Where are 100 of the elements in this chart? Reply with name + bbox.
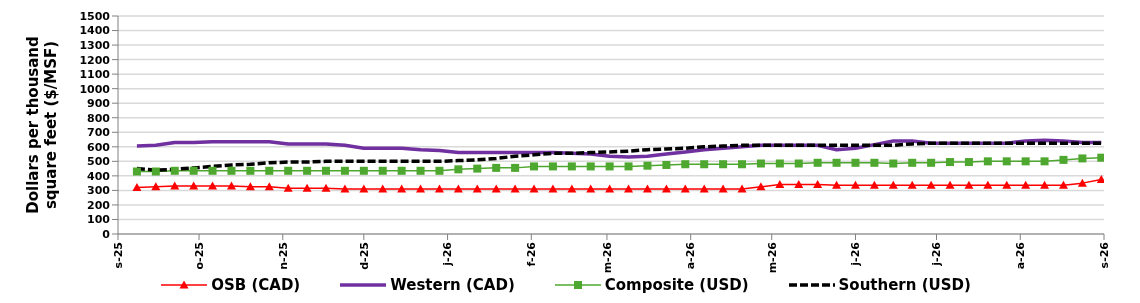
point bbox=[1040, 180, 1050, 189]
x-tick-label: j-26 bbox=[849, 241, 863, 267]
legend-label: Western (CAD) bbox=[390, 276, 515, 294]
point bbox=[473, 164, 482, 173]
point bbox=[567, 162, 576, 171]
point bbox=[492, 163, 501, 172]
point bbox=[908, 158, 917, 167]
y-tick-label: 300 bbox=[87, 184, 111, 198]
point bbox=[378, 166, 387, 175]
point bbox=[1021, 180, 1031, 189]
point bbox=[132, 167, 141, 176]
point bbox=[794, 180, 804, 189]
x-tick-label: a-26 bbox=[1014, 241, 1028, 270]
y-tick-label: 700 bbox=[87, 126, 111, 140]
point bbox=[1002, 157, 1011, 166]
x-tick-label: m-26 bbox=[600, 241, 614, 274]
y-tick-label: 1100 bbox=[79, 68, 111, 82]
point bbox=[510, 184, 520, 193]
point bbox=[832, 158, 841, 167]
point bbox=[511, 163, 520, 172]
point bbox=[946, 158, 955, 167]
point bbox=[151, 167, 160, 176]
point bbox=[245, 182, 255, 191]
point bbox=[945, 180, 955, 189]
point bbox=[227, 166, 236, 175]
x-tick-label: a-26 bbox=[684, 241, 698, 270]
point bbox=[208, 166, 217, 175]
point bbox=[624, 162, 633, 171]
point bbox=[870, 158, 879, 167]
point bbox=[1096, 175, 1104, 183]
x-tick-label: o-25 bbox=[192, 242, 206, 270]
point bbox=[907, 180, 917, 189]
point bbox=[643, 161, 652, 170]
point bbox=[1021, 157, 1030, 166]
point bbox=[189, 166, 198, 175]
y-tick-label: 200 bbox=[87, 198, 111, 212]
point bbox=[359, 166, 368, 175]
point bbox=[1078, 154, 1087, 163]
point bbox=[964, 180, 974, 189]
point bbox=[983, 180, 993, 189]
point bbox=[170, 166, 179, 175]
point bbox=[662, 160, 671, 169]
point bbox=[321, 183, 331, 192]
x-tick-label: d-25 bbox=[357, 242, 371, 270]
point bbox=[851, 158, 860, 167]
x-tick-label: m-26 bbox=[765, 241, 779, 274]
point bbox=[435, 166, 444, 175]
legend-label: Southern (USD) bbox=[838, 276, 971, 294]
point bbox=[869, 180, 879, 189]
point bbox=[151, 182, 161, 191]
point bbox=[813, 158, 822, 167]
point bbox=[416, 166, 425, 175]
point bbox=[246, 166, 255, 175]
point bbox=[548, 162, 557, 171]
point bbox=[303, 166, 312, 175]
y-tick-label: 800 bbox=[87, 111, 111, 125]
y-tick-label: 400 bbox=[87, 169, 111, 183]
x-tick-label: j-26 bbox=[441, 241, 455, 267]
point bbox=[813, 180, 823, 189]
point bbox=[283, 183, 293, 192]
point bbox=[794, 159, 803, 168]
point bbox=[832, 180, 842, 189]
point bbox=[1040, 157, 1049, 166]
point bbox=[340, 166, 349, 175]
point bbox=[208, 181, 218, 190]
point bbox=[302, 183, 312, 192]
legend-label: Composite (USD) bbox=[604, 276, 749, 294]
point bbox=[775, 180, 785, 189]
point bbox=[927, 158, 936, 167]
y-tick-label: 900 bbox=[87, 97, 111, 111]
x-tick-label: j-26 bbox=[930, 241, 944, 267]
y-tick-label: 600 bbox=[87, 140, 111, 154]
point bbox=[1059, 155, 1068, 164]
x-tick-label: n-25 bbox=[276, 242, 290, 270]
point bbox=[926, 180, 936, 189]
legend-label: OSB (CAD) bbox=[211, 276, 301, 294]
point bbox=[284, 166, 293, 175]
x-tick-label: s-25 bbox=[111, 242, 125, 269]
point bbox=[265, 166, 274, 175]
y-tick-label: 1200 bbox=[79, 53, 111, 67]
point bbox=[888, 180, 898, 189]
point bbox=[1077, 178, 1087, 187]
point bbox=[850, 180, 860, 189]
point bbox=[889, 159, 898, 168]
point bbox=[700, 160, 709, 169]
y-tick-label: 500 bbox=[87, 155, 111, 169]
y-tick-label: 1300 bbox=[79, 38, 111, 52]
point bbox=[548, 184, 558, 193]
y-tick-label: 1500 bbox=[79, 9, 111, 23]
point bbox=[530, 162, 539, 171]
x-tick-label: s-26 bbox=[1097, 241, 1111, 269]
point bbox=[775, 159, 784, 168]
point bbox=[586, 162, 595, 171]
point bbox=[681, 160, 690, 169]
y-tick-label: 0 bbox=[102, 227, 111, 241]
point bbox=[1002, 180, 1012, 189]
y-tick-label: 1400 bbox=[79, 24, 111, 38]
point bbox=[189, 181, 199, 190]
point bbox=[756, 159, 765, 168]
y-tick-label: 1000 bbox=[79, 82, 111, 96]
